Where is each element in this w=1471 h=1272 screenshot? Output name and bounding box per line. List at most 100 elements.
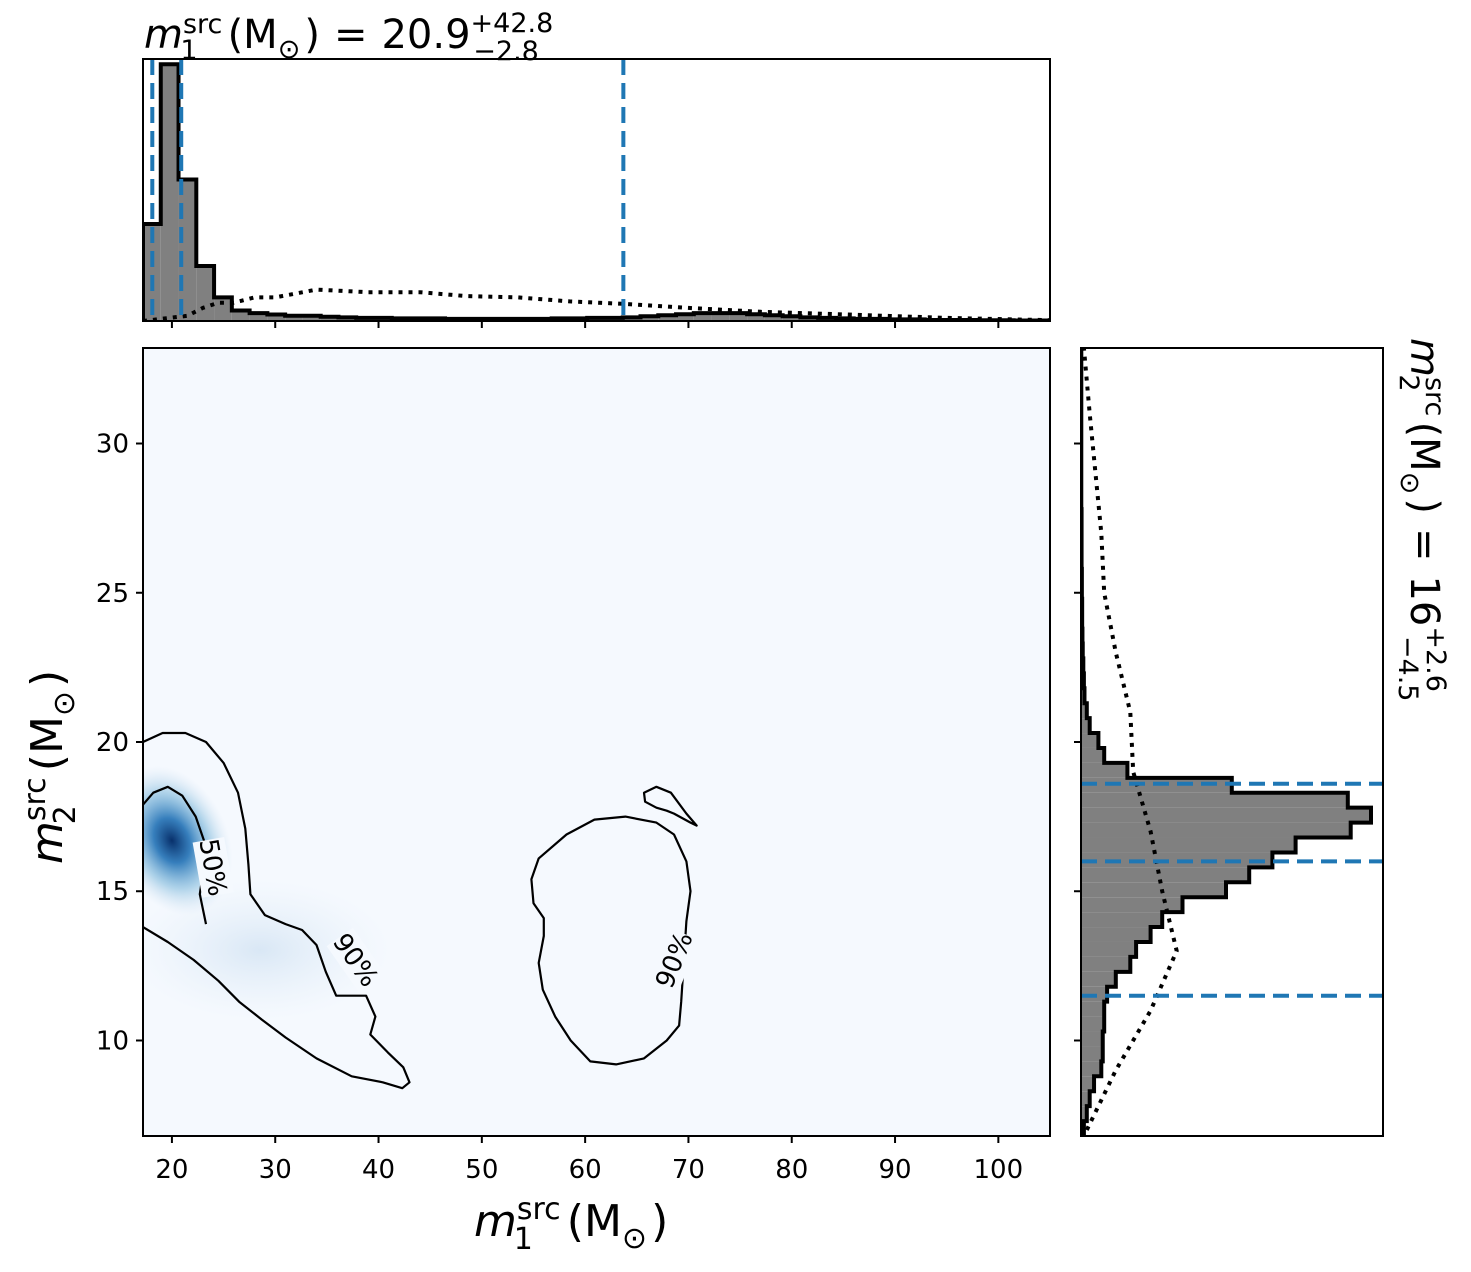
posterior-bar [1081, 703, 1087, 719]
posterior-bar [1081, 1001, 1105, 1017]
title-value: 20.9 [381, 12, 470, 58]
xlabel-unit-sub: ⊙ [622, 1221, 647, 1256]
posterior-bar [1081, 822, 1351, 838]
rtitle-plus: +2.6 [1420, 626, 1451, 692]
posterior-bar [160, 64, 179, 321]
posterior-bar [1081, 1016, 1105, 1032]
rtitle-equals: = [1401, 528, 1447, 562]
y-tick-label: 15 [96, 877, 129, 907]
xlabel-sub: 1 [514, 1222, 533, 1257]
posterior-bar [320, 316, 339, 321]
rtitle-var: m [1401, 338, 1447, 377]
x-tick-label: 90 [878, 1155, 911, 1185]
posterior-bar [747, 314, 765, 321]
contour-line [642, 785, 698, 827]
contour-line [530, 815, 692, 1066]
title-unit: (M [228, 12, 278, 58]
xlabel-unit-close: ) [651, 1196, 668, 1247]
rtitle-unit-close: ) [1401, 498, 1447, 514]
posterior-bar [1081, 807, 1371, 823]
posterior-bar [1081, 941, 1137, 957]
posterior-bar [658, 315, 677, 321]
ylabel-sup: src [18, 777, 53, 821]
posterior-bar [1081, 1061, 1102, 1077]
y-tick-label: 25 [96, 579, 129, 609]
ylabel-var: m [22, 821, 73, 864]
contour-label-knockout [326, 927, 385, 993]
posterior-bar [249, 313, 268, 321]
posterior-bar [1081, 762, 1128, 778]
posterior-bar [1081, 1076, 1095, 1092]
ylabel-unit: (M [22, 716, 73, 771]
rtitle-value: 16 [1401, 575, 1447, 626]
title-unit-close: ) [304, 12, 320, 58]
right-marginal-title: msrc2 (M⊙) = 16+2.6−4.5 [1392, 338, 1451, 701]
title-minus: −2.8 [473, 36, 539, 67]
posterior-bar [693, 313, 712, 321]
right-y-ticks [1074, 442, 1081, 1042]
posterior-bar [1081, 1106, 1087, 1122]
rtitle-unit: (M [1401, 422, 1447, 472]
rtitle-sub: 2 [1393, 374, 1424, 391]
title-sup: src [183, 9, 222, 40]
posterior-bar [1081, 971, 1116, 987]
y-tick-label: 10 [96, 1026, 129, 1056]
xlabel-unit: (M [567, 1196, 622, 1247]
posterior-bar [1081, 927, 1151, 942]
y-axis-label: msrc2 (M⊙) [18, 670, 83, 864]
top-posterior-outline [143, 62, 1050, 321]
title-sub: 1 [180, 35, 197, 66]
posterior-bar [302, 315, 321, 321]
posterior-bar [1081, 867, 1250, 883]
posterior-bar [1081, 718, 1090, 734]
xlabel-var: m [474, 1196, 517, 1247]
x-tick-label: 30 [259, 1155, 292, 1185]
title-equals: = [334, 12, 368, 58]
posterior-bar [640, 316, 659, 321]
posterior-bar [1081, 837, 1296, 853]
contour-line [143, 731, 411, 1090]
posterior-bar [782, 316, 801, 321]
ylabel-sub: 2 [48, 805, 83, 824]
rtitle-sup: src [1419, 377, 1450, 416]
rtitle-unit-sub: ⊙ [1394, 472, 1425, 495]
joint-y-ticks: 10 15 20 25 30 [96, 430, 143, 1056]
posterior-bar [1081, 882, 1226, 898]
title-var: m [144, 12, 183, 58]
posterior-bar [1081, 1031, 1103, 1047]
posterior-bar [729, 313, 748, 321]
y-tick-label: 30 [96, 430, 129, 460]
right-marginal-panel: msrc2 (M⊙) = 16+2.6−4.5 [1074, 338, 1451, 1137]
contour-label-knockout [648, 927, 700, 992]
ylabel-unit-close: ) [22, 670, 73, 687]
rtitle-minus: −4.5 [1392, 636, 1423, 702]
y-tick-label: 20 [96, 728, 129, 758]
top-marginal-title: msrc 1 (M⊙) = 20.9+42.8 −2.8 [144, 8, 553, 67]
top-prior-curve [143, 287, 1050, 321]
x-tick-label: 100 [974, 1155, 1024, 1185]
x-tick-label: 20 [155, 1155, 188, 1185]
x-tick-label: 50 [465, 1155, 498, 1185]
posterior-bar [1081, 897, 1183, 913]
x-axis-label: msrc 1 (M⊙) [474, 1192, 668, 1257]
posterior-bar [764, 315, 783, 321]
x-tick-label: 40 [362, 1155, 395, 1185]
top-marginal-panel: msrc 1 (M⊙) = 20.9+42.8 −2.8 [142, 8, 1051, 328]
posterior-bar [214, 297, 232, 321]
x-tick-label: 70 [672, 1155, 705, 1185]
posterior-bar [1081, 792, 1348, 808]
title-unit-sub: ⊙ [278, 34, 301, 65]
contour-label-knockout [192, 837, 234, 898]
posterior-bar [1081, 956, 1131, 972]
posterior-bar [267, 314, 286, 321]
top-x-ticks [170, 321, 1000, 328]
x-tick-label: 60 [569, 1155, 602, 1185]
posterior-bar [1081, 1046, 1103, 1062]
xlabel-sup: src [517, 1192, 561, 1227]
posterior-bar [1081, 852, 1273, 868]
posterior-bar [1081, 733, 1099, 748]
posterior-bar [1081, 747, 1105, 763]
x-tick-label: 80 [775, 1155, 808, 1185]
posterior-bar [196, 265, 215, 321]
